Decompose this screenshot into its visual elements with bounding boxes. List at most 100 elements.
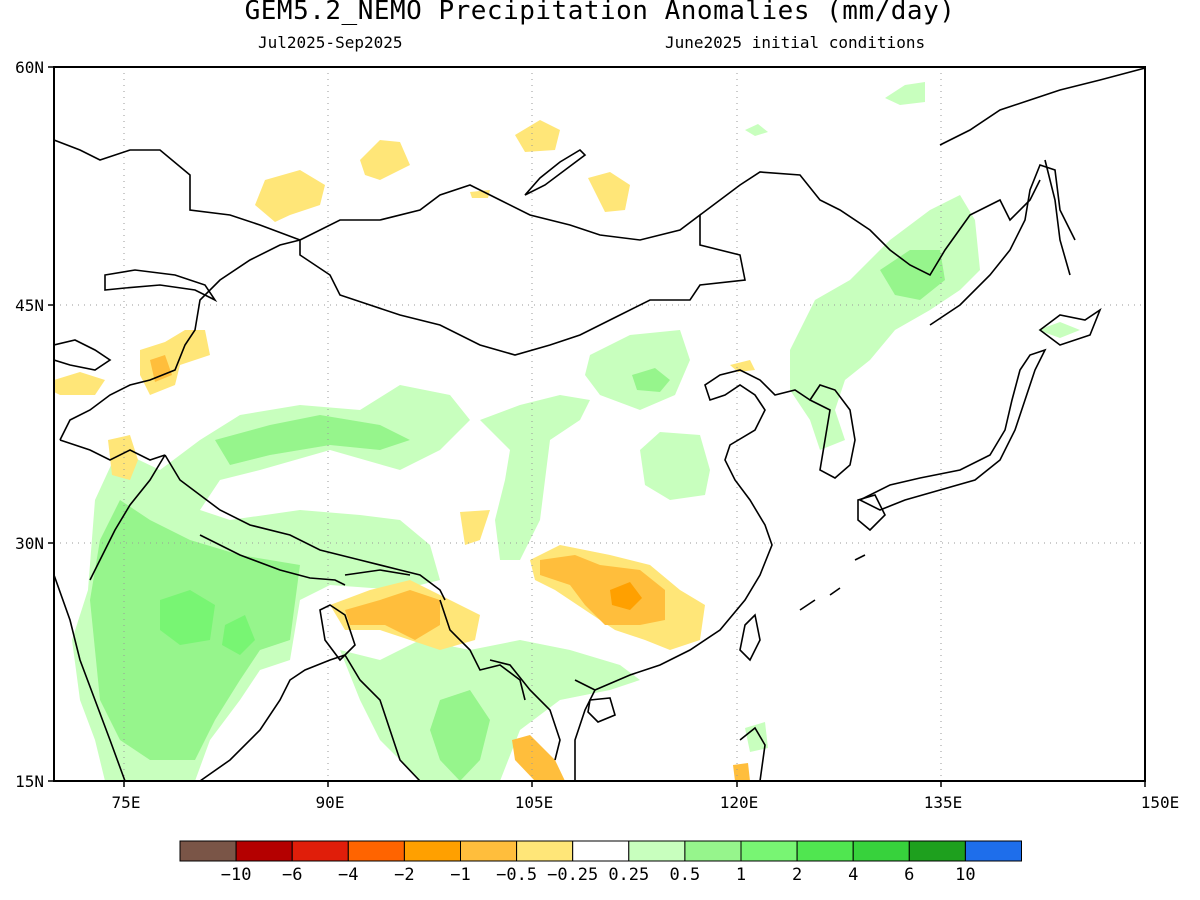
lake-baikal bbox=[524, 148, 587, 196]
border-pakistan-india bbox=[89, 454, 166, 581]
green-anomaly-indochina bbox=[340, 640, 640, 781]
border-mongolia bbox=[299, 184, 746, 356]
green3-anomaly-india2 bbox=[222, 615, 255, 655]
green-anomaly-taiwan bbox=[745, 722, 768, 752]
colorbar-label: −0.5 bbox=[496, 865, 537, 885]
colorbar-label: −2 bbox=[394, 865, 414, 885]
dry-anomaly-philippines bbox=[733, 763, 750, 781]
coast-india-west bbox=[54, 574, 126, 781]
colorbar-swatch bbox=[740, 840, 798, 862]
colorbar-label: −10 bbox=[221, 865, 252, 885]
lon-label: 105E bbox=[515, 793, 554, 812]
dry-anomaly-kazakh bbox=[140, 330, 210, 395]
border-nepal bbox=[199, 534, 346, 586]
dry-anomaly-small1 bbox=[730, 360, 755, 372]
grid-lines bbox=[54, 67, 1145, 781]
colorbar-swatch bbox=[796, 840, 854, 862]
coast-japan-honshu bbox=[858, 348, 1047, 511]
border-kazakh bbox=[54, 139, 301, 241]
dry-anomaly-siberia3 bbox=[515, 120, 560, 152]
lat-label: 15N bbox=[15, 772, 44, 791]
colorbar-swatch bbox=[908, 840, 966, 862]
initial-conditions: June2025 initial conditions bbox=[665, 33, 926, 52]
dry-anomaly-aral bbox=[54, 372, 105, 395]
dry2-anomaly-myanmar bbox=[345, 590, 440, 640]
plot-frame bbox=[53, 66, 1146, 782]
colorbar-swatch bbox=[291, 840, 349, 862]
coast-korea bbox=[808, 384, 856, 479]
border-himalaya bbox=[164, 454, 446, 601]
border-myanmar bbox=[344, 654, 421, 781]
dry-anomaly-siberia2 bbox=[360, 140, 410, 180]
lon-labels: 75E 90E 105E 120E 135E 150E bbox=[112, 793, 1180, 812]
lon-label: 90E bbox=[316, 793, 345, 812]
lat-label: 60N bbox=[15, 58, 44, 77]
map-title: GEM5.2_NEMO Precipitation Anomalies (mm/… bbox=[244, 0, 956, 26]
green-anomaly-sakhalin bbox=[1038, 322, 1080, 338]
green2-anomaly-inner-mongolia bbox=[632, 368, 670, 392]
coast-okhotsk bbox=[939, 67, 1145, 146]
lon-label: 135E bbox=[924, 793, 963, 812]
colorbar-swatch bbox=[347, 840, 405, 862]
tick-marks bbox=[48, 66, 1146, 787]
lat-label: 45N bbox=[15, 296, 44, 315]
green2-anomaly-northeast bbox=[880, 250, 945, 300]
coast-aral bbox=[54, 339, 112, 371]
coast-hainan bbox=[587, 697, 616, 723]
dry2-anomaly-south-china bbox=[540, 555, 665, 625]
coast-china-south bbox=[594, 369, 811, 691]
lake-balkhash bbox=[104, 269, 218, 303]
green3-anomaly-india bbox=[160, 590, 215, 645]
green-anomaly-northeast bbox=[790, 195, 980, 450]
colorbar-swatch bbox=[516, 840, 574, 862]
lon-label: 75E bbox=[112, 793, 141, 812]
colorbar-swatch bbox=[572, 840, 630, 862]
coast-vietnam bbox=[574, 679, 597, 781]
colorbar-swatch bbox=[684, 840, 742, 862]
green-anomaly-tibet-ridge bbox=[215, 415, 410, 465]
border-russia-china bbox=[699, 171, 1041, 277]
dry-anomaly-siberia1 bbox=[255, 170, 325, 222]
lat-label: 30N bbox=[15, 534, 44, 553]
coastlines-borders bbox=[54, 67, 1145, 781]
colorbar-label: 1 bbox=[736, 865, 746, 885]
dry-anomaly-afghan bbox=[108, 435, 138, 480]
colorbar-swatch bbox=[964, 840, 1023, 862]
dry2-anomaly-kazakh bbox=[150, 355, 172, 382]
coast-luzon bbox=[739, 726, 766, 781]
green-anomaly-north bbox=[885, 82, 925, 105]
colorbar-labels: −10 −6 −4 −2 −1 −0.5 −0.25 0.25 0.5 1 2 4 6 10 bbox=[221, 865, 976, 885]
coast-russia-far-east bbox=[929, 164, 1076, 326]
green2-anomaly-indochina bbox=[430, 690, 490, 781]
green-anomaly-east-china bbox=[640, 432, 710, 500]
lon-label: 120E bbox=[720, 793, 759, 812]
coast-sakhalin bbox=[1044, 159, 1071, 276]
border-bangladesh bbox=[319, 604, 356, 662]
border-laos-vietnam bbox=[489, 659, 561, 761]
border-afghan-pak bbox=[59, 439, 166, 461]
colorbar-swatch bbox=[460, 840, 518, 862]
border-central-asia bbox=[59, 239, 301, 441]
forecast-period: Jul2025-Sep2025 bbox=[258, 33, 403, 52]
colorbar-label: 6 bbox=[904, 865, 914, 885]
dry-anomaly-sichuan bbox=[460, 510, 490, 545]
border-bhutan bbox=[344, 569, 411, 576]
colorbar-label: −6 bbox=[282, 865, 302, 885]
colorbar-swatch bbox=[235, 840, 293, 862]
colorbar-swatch bbox=[179, 840, 237, 862]
lat-labels: 60N 45N 30N 15N bbox=[15, 58, 44, 791]
green-anomaly-central bbox=[480, 395, 590, 560]
colorbar bbox=[179, 840, 1023, 862]
colorbar-label: 4 bbox=[848, 865, 858, 885]
dry-anomaly-vietnam bbox=[512, 735, 565, 781]
colorbar-label: −4 bbox=[338, 865, 358, 885]
coast-japan-hokkaido bbox=[1038, 307, 1102, 346]
green-anomaly-inner-mongolia bbox=[585, 330, 690, 410]
colorbar-label: −0.25 bbox=[547, 865, 598, 885]
lon-label: 150E bbox=[1141, 793, 1180, 812]
colorbar-label: −1 bbox=[450, 865, 470, 885]
colorbar-swatch bbox=[852, 840, 910, 862]
coast-taiwan bbox=[739, 613, 761, 662]
coast-japan-kyushu bbox=[857, 494, 886, 532]
